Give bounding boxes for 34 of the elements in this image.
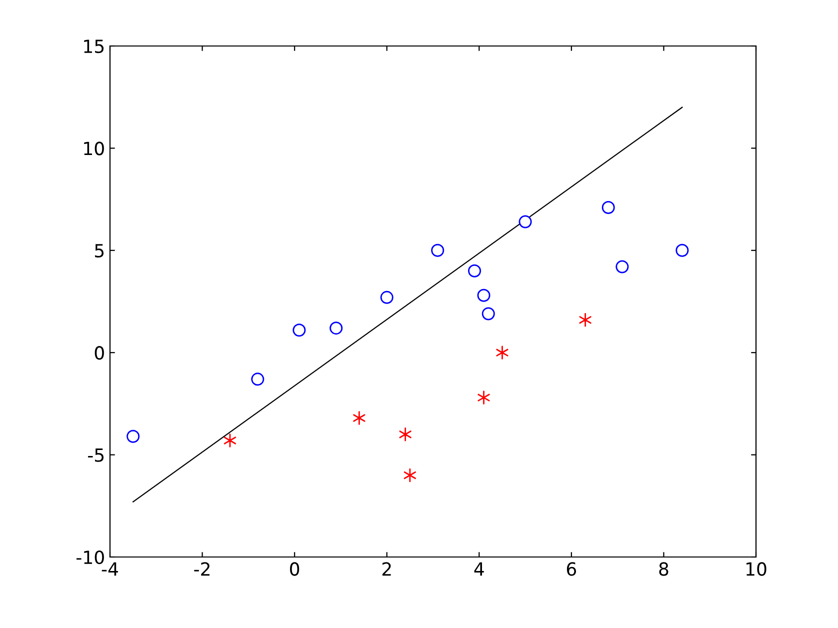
x-tick-label: 4 xyxy=(474,562,484,576)
point xyxy=(431,244,444,257)
x-tick-label: 8 xyxy=(659,562,668,576)
x-tick-label: 10 xyxy=(746,562,766,576)
x-tick-label: -4 xyxy=(102,562,118,576)
x-tick-label: 6 xyxy=(566,562,576,576)
point xyxy=(404,468,416,482)
y-tick-label: 10 xyxy=(84,142,104,156)
point xyxy=(292,324,306,337)
x-tick-label: 0 xyxy=(290,562,300,576)
point xyxy=(478,390,490,404)
point xyxy=(676,244,689,257)
x-tick-label: 2 xyxy=(382,562,391,576)
point xyxy=(477,288,490,302)
point xyxy=(330,322,343,335)
point xyxy=(468,264,482,278)
point xyxy=(251,372,264,386)
point xyxy=(380,290,394,304)
point xyxy=(616,260,629,274)
y-tick-label: -5 xyxy=(88,448,104,462)
point xyxy=(579,312,592,327)
point xyxy=(518,215,532,228)
point xyxy=(399,427,412,442)
y-tick-label: 5 xyxy=(95,244,104,258)
y-tick-label: -10 xyxy=(76,550,104,564)
point xyxy=(353,411,366,425)
point xyxy=(496,346,508,360)
point xyxy=(602,200,615,214)
point xyxy=(482,307,495,320)
x-tick-label: -2 xyxy=(194,562,210,576)
point xyxy=(126,430,140,443)
y-tick-label: 0 xyxy=(94,346,104,360)
point xyxy=(224,434,236,448)
y-tick-label: 15 xyxy=(84,40,104,54)
